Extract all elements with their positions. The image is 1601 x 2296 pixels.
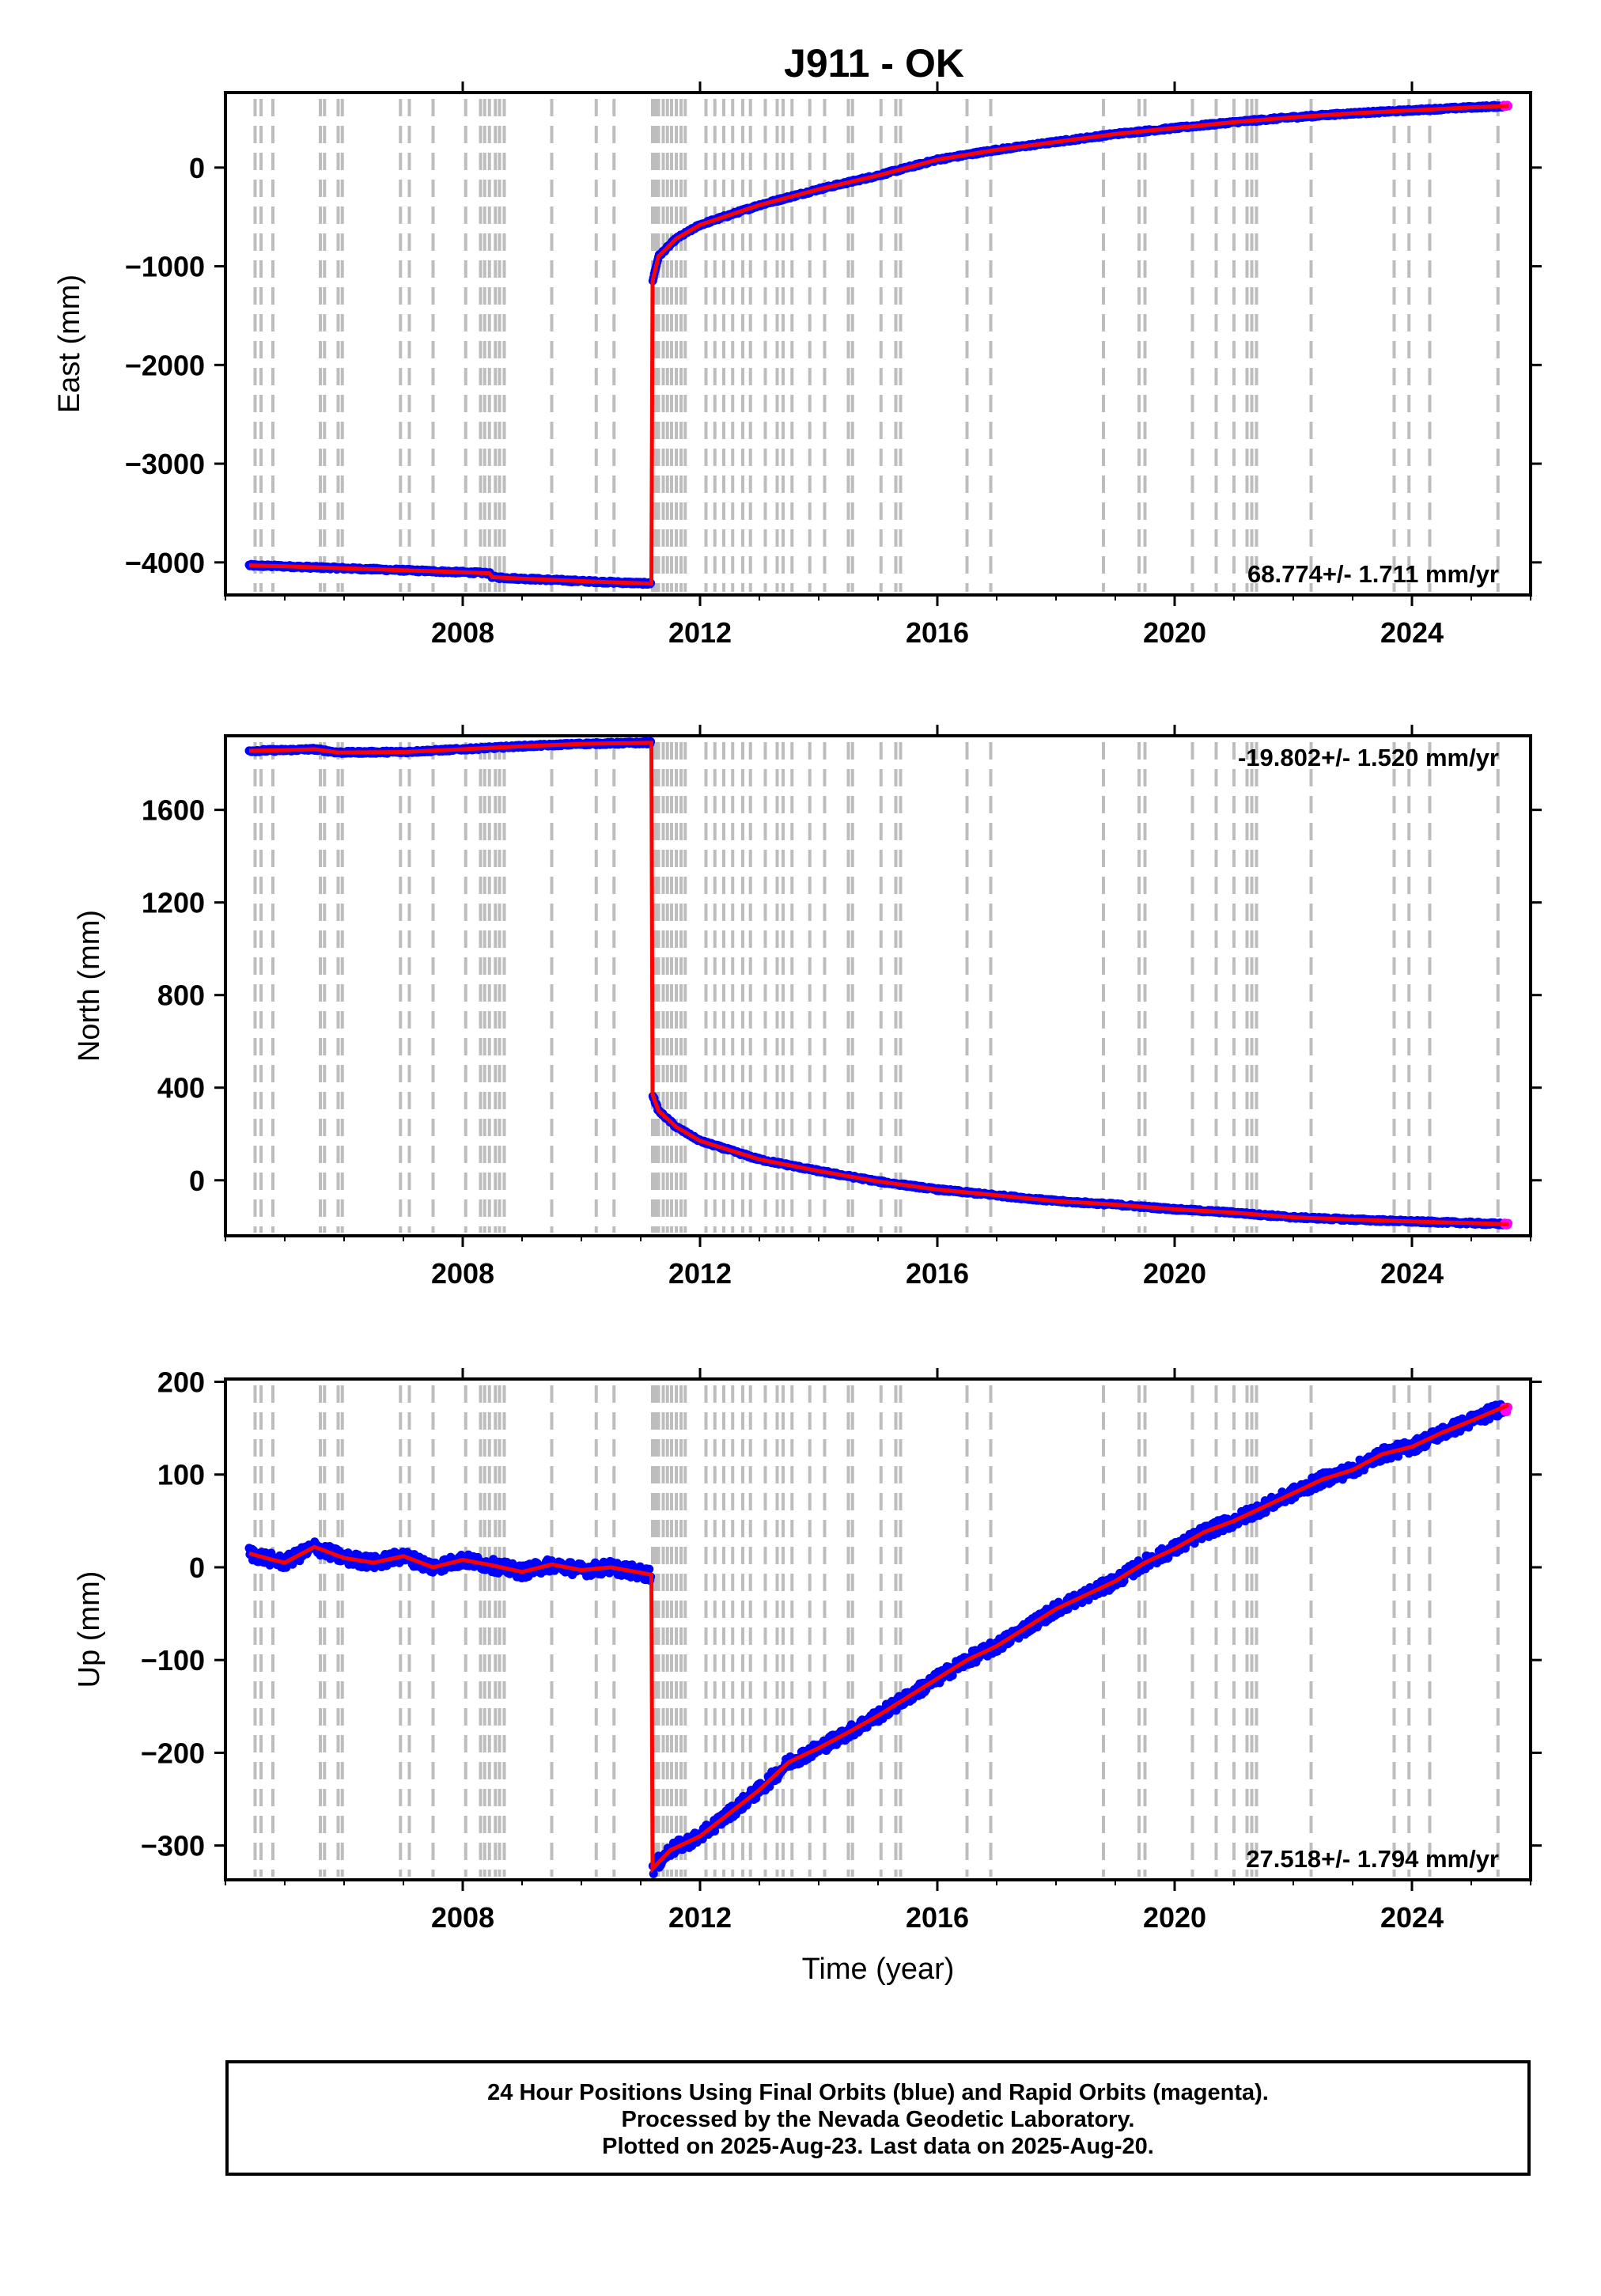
event-lines bbox=[253, 1385, 1500, 1877]
panel-1: 2008 2012 2016 2020 2024 0 −1000 −2000 −3000 −400… bbox=[53, 81, 1542, 649]
plot-frame bbox=[224, 734, 1532, 1237]
y-axis-label: North (mm) bbox=[73, 910, 106, 1062]
y-tick-label: 800 bbox=[157, 979, 205, 1012]
x-axis: 2008 2012 2016 2020 2024 bbox=[225, 725, 1531, 1290]
x-tick-label: 2020 bbox=[1143, 616, 1206, 649]
x-axis: 2008 2012 2016 2020 2024 bbox=[225, 81, 1531, 649]
y-axis: 0 400 800 1200 1600 bbox=[142, 794, 1542, 1197]
x-tick-label: 2012 bbox=[668, 1257, 732, 1290]
data-point bbox=[645, 1564, 654, 1574]
y-tick-label: 1200 bbox=[142, 887, 205, 919]
y-tick-label: 1600 bbox=[142, 794, 205, 827]
event-lines bbox=[253, 742, 1500, 1233]
rate-label: -19.802+/- 1.520 mm/yr bbox=[1238, 744, 1499, 771]
x-tick-label: 2020 bbox=[1143, 1257, 1206, 1290]
y-tick-label: −1000 bbox=[125, 251, 205, 283]
y-tick-label: 400 bbox=[157, 1072, 205, 1104]
y-tick-label: 0 bbox=[189, 152, 205, 184]
plot-frame bbox=[224, 91, 1532, 597]
model-line bbox=[248, 104, 1509, 586]
x-tick-label: 2024 bbox=[1380, 1257, 1444, 1290]
event-lines bbox=[253, 99, 1500, 592]
model-line bbox=[248, 741, 1509, 1226]
y-tick-label: −2000 bbox=[125, 349, 205, 381]
panel-3: 2008 2012 2016 2020 20242001000−100−200−300U… bbox=[73, 1366, 1542, 1986]
data-points bbox=[244, 1400, 1513, 1878]
x-tick-label: 2008 bbox=[431, 1257, 494, 1290]
x-tick-label: 2008 bbox=[431, 616, 494, 649]
data-points bbox=[244, 737, 1513, 1229]
y-axis: 0 −1000 −2000 −3000 −4000 bbox=[125, 152, 1542, 579]
y-tick-label: −3000 bbox=[125, 448, 205, 480]
x-tick-label: 2016 bbox=[906, 1257, 969, 1290]
y-tick-label: 0 bbox=[189, 1165, 205, 1197]
x-tick-label: 2012 bbox=[668, 616, 732, 649]
panel-2: 2008 2012 2016 2020 2024 0 400 800 1200 1600 North… bbox=[73, 725, 1542, 1290]
x-tick-label: 2016 bbox=[906, 616, 969, 649]
y-axis-label: East (mm) bbox=[53, 275, 86, 413]
rate-label: 68.774+/- 1.711 mm/yr bbox=[1247, 560, 1499, 588]
x-tick-label: 2024 bbox=[1380, 616, 1444, 649]
y-tick-label: −4000 bbox=[125, 547, 205, 579]
chart-title: J911 - OK bbox=[784, 41, 964, 85]
